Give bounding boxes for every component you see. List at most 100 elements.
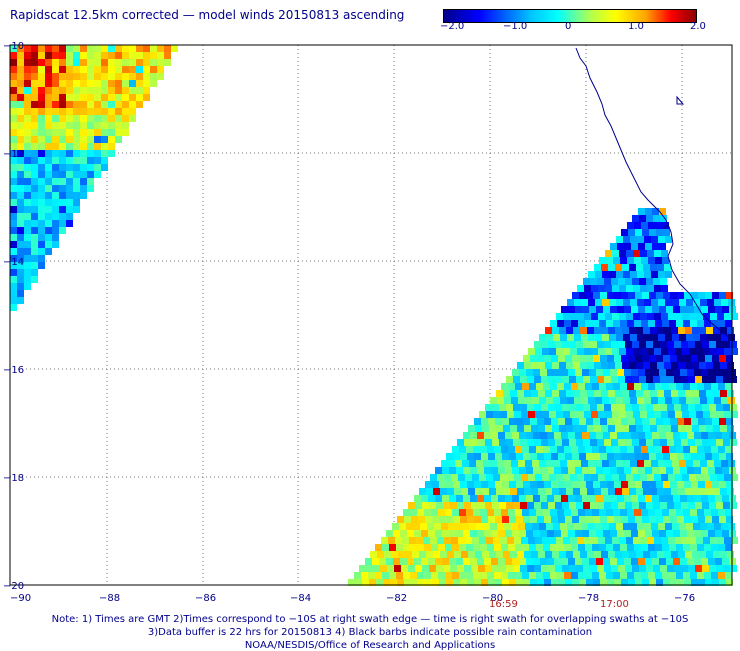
wind-cell — [52, 234, 59, 241]
wind-cell — [502, 481, 509, 488]
wind-cell — [671, 425, 678, 432]
wind-cell — [517, 551, 524, 558]
wind-cell — [696, 537, 703, 544]
wind-cell — [24, 185, 31, 192]
wind-cell — [467, 516, 474, 523]
wind-cell — [467, 579, 474, 586]
wind-cell — [569, 439, 576, 446]
wind-cell — [699, 362, 706, 369]
wind-cell — [52, 101, 59, 108]
wind-cell — [723, 565, 730, 572]
wind-cell — [474, 481, 481, 488]
wind-cell — [612, 313, 619, 320]
wind-cell — [633, 250, 640, 257]
wind-cell — [625, 278, 632, 285]
wind-cell — [623, 460, 630, 467]
wind-cell — [640, 537, 647, 544]
wind-cell — [533, 530, 540, 537]
wind-cell — [369, 579, 376, 586]
wind-cell — [620, 544, 627, 551]
wind-cell — [474, 453, 481, 460]
wind-cell — [38, 45, 45, 52]
wind-cell — [716, 341, 723, 348]
wind-cell — [692, 425, 699, 432]
wind-cell — [675, 537, 682, 544]
wind-cell — [722, 530, 729, 537]
wind-cell — [485, 502, 492, 509]
wind-cell — [702, 565, 709, 572]
wind-cell — [495, 481, 502, 488]
wind-cell — [606, 320, 613, 327]
wind-cell — [620, 257, 627, 264]
wind-cell — [24, 52, 31, 59]
wind-cell — [365, 558, 372, 565]
wind-cell — [727, 390, 734, 397]
wind-cell — [17, 241, 24, 248]
wind-cell — [653, 502, 660, 509]
wind-cell — [561, 306, 568, 313]
wind-cell — [611, 565, 618, 572]
wind-cell — [510, 551, 517, 558]
wind-cell — [551, 418, 558, 425]
wind-cell — [432, 579, 439, 586]
wind-cell — [670, 418, 677, 425]
wind-cell — [17, 199, 24, 206]
wind-cell — [542, 537, 549, 544]
wind-cell — [631, 306, 638, 313]
wind-cell — [544, 579, 551, 586]
wind-cell — [435, 530, 442, 537]
wind-cell — [45, 87, 52, 94]
wind-cell — [706, 327, 713, 334]
wind-cell — [592, 383, 599, 390]
wind-cell — [516, 481, 523, 488]
wind-cell — [654, 313, 661, 320]
wind-cell — [586, 292, 593, 299]
wind-cell — [674, 404, 681, 411]
wind-cell — [493, 537, 500, 544]
colorbar — [443, 9, 697, 23]
wind-cell — [595, 334, 602, 341]
wind-cell — [73, 136, 80, 143]
wind-cell — [619, 537, 626, 544]
wind-cell — [616, 523, 623, 530]
wind-cell — [66, 73, 73, 80]
wind-cell — [685, 390, 692, 397]
wind-cell — [80, 66, 87, 73]
wind-cell — [649, 516, 656, 523]
wind-cell — [651, 271, 658, 278]
wind-cell — [616, 460, 623, 467]
wind-cell — [605, 313, 612, 320]
wind-cell — [431, 572, 438, 579]
wind-cell — [404, 516, 411, 523]
wind-cell — [517, 488, 524, 495]
wind-cell — [691, 355, 698, 362]
wind-cell — [547, 432, 554, 439]
wind-cell — [457, 565, 464, 572]
wind-cell — [101, 101, 108, 108]
wind-cell — [718, 320, 725, 327]
wind-cell — [460, 481, 467, 488]
wind-cell — [45, 101, 52, 108]
wind-cell — [617, 467, 624, 474]
wind-cell — [494, 544, 501, 551]
wind-cell — [636, 327, 643, 334]
wind-cell — [591, 411, 598, 418]
wind-cell — [512, 369, 519, 376]
wind-cell — [10, 52, 17, 59]
wind-cell — [580, 551, 587, 558]
wind-cell — [458, 474, 465, 481]
wind-cell — [538, 390, 545, 397]
wind-cell — [594, 327, 601, 334]
wind-cell — [427, 523, 434, 530]
wind-cell — [490, 460, 497, 467]
wind-cell — [394, 565, 401, 572]
wind-cell — [38, 227, 45, 234]
wind-cell — [617, 495, 624, 502]
wind-cell — [567, 523, 574, 530]
wind-cell — [122, 115, 129, 122]
wind-cell — [581, 523, 588, 530]
wind-cell — [541, 502, 548, 509]
wind-cell — [497, 460, 504, 467]
wind-cell — [705, 355, 712, 362]
wind-cell — [561, 432, 568, 439]
